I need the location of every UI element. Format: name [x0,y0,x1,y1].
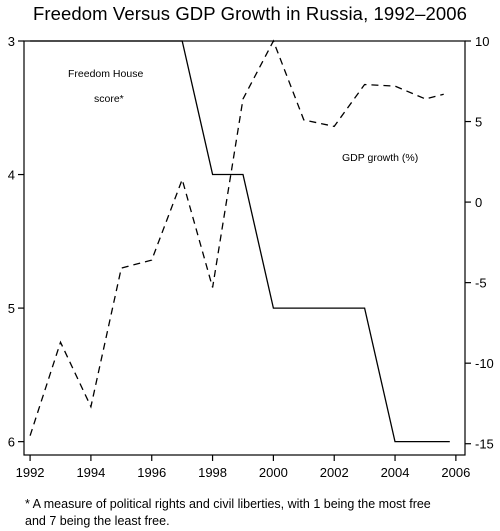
x-tick-label: 1996 [137,465,166,480]
x-tick-label: 2006 [441,465,470,480]
footnote: * A measure of political rights and civi… [25,496,495,530]
axes [18,40,471,461]
plot-frame [23,40,466,456]
x-tick-label: 2004 [381,465,410,480]
x-tick-label: 1998 [198,465,227,480]
right-tick-label: 5 [475,115,482,130]
freedom-score-line [30,40,450,443]
gdp-series-label: GDP growth (%) [342,152,418,164]
left-tick-label: 6 [8,435,15,450]
right-tick-label: -5 [475,276,487,291]
chart-title: Freedom Versus GDP Growth in Russia, 199… [32,3,468,24]
footnote-line-2: and 7 being the least free. [25,514,170,528]
x-tick-label: 2000 [259,465,288,480]
x-tick-label: 1994 [76,465,105,480]
right-tick-label: -10 [475,356,494,371]
freedom-series-label-line1: Freedom House [68,68,143,80]
x-tick-label: 2002 [320,465,349,480]
footnote-line-1: * A measure of political rights and civi… [25,497,431,511]
x-tick-label: 1992 [16,465,45,480]
right-tick-label: 10 [475,34,489,49]
freedom-series-label-line2: score* [94,93,124,105]
gdp-growth-line [29,39,444,436]
annotations: Freedom House score* GDP growth (%) [68,68,418,164]
left-tick-label: 3 [8,34,15,49]
right-tick-label: 0 [475,195,482,210]
left-tick-label: 5 [8,301,15,316]
right-tick-label: -15 [475,437,494,452]
series-lines [29,39,450,443]
left-tick-label: 4 [8,168,15,183]
tick-labels: 1992 1994 1996 1998 2000 2002 2004 2006 3 4 5 6 10 5 0… [8,34,494,480]
